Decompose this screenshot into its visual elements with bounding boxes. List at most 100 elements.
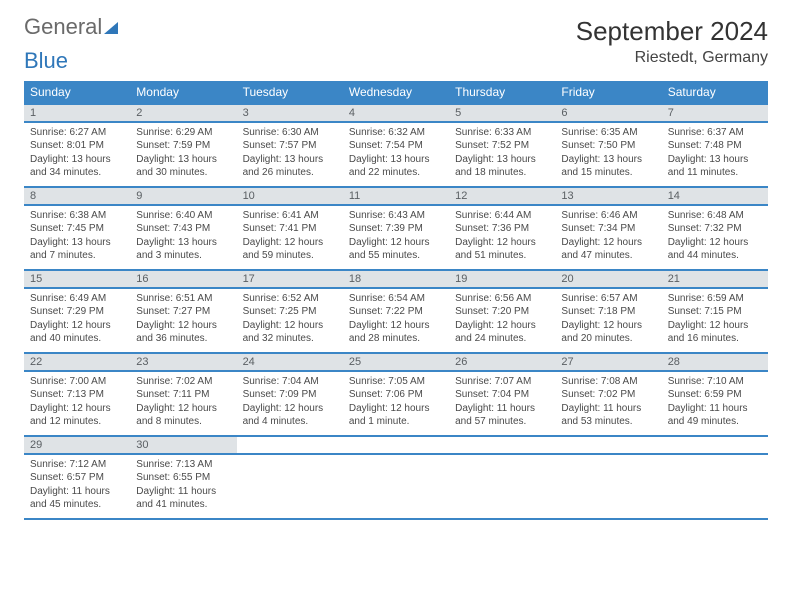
- day-info-cell: Sunrise: 6:51 AMSunset: 7:27 PMDaylight:…: [130, 288, 236, 353]
- daylight-text: Daylight: 12 hours and 28 minutes.: [349, 319, 443, 346]
- info-row: Sunrise: 6:27 AMSunset: 8:01 PMDaylight:…: [24, 122, 768, 187]
- day-info-cell: Sunrise: 6:54 AMSunset: 7:22 PMDaylight:…: [343, 288, 449, 353]
- sunrise-text: Sunrise: 6:57 AM: [561, 292, 655, 306]
- day-number-cell: 25: [343, 353, 449, 371]
- daylight-text: Daylight: 12 hours and 51 minutes.: [455, 236, 549, 263]
- sunset-text: Sunset: 7:04 PM: [455, 388, 549, 402]
- day-info-cell: Sunrise: 6:43 AMSunset: 7:39 PMDaylight:…: [343, 205, 449, 270]
- sunset-text: Sunset: 7:13 PM: [30, 388, 124, 402]
- day-number-cell: 5: [449, 104, 555, 122]
- sunrise-text: Sunrise: 7:08 AM: [561, 375, 655, 389]
- sunset-text: Sunset: 7:36 PM: [455, 222, 549, 236]
- weekday-header: Tuesday: [237, 81, 343, 104]
- day-number-cell: [343, 436, 449, 454]
- sunset-text: Sunset: 6:59 PM: [668, 388, 762, 402]
- day-number-cell: 4: [343, 104, 449, 122]
- day-info-cell: Sunrise: 7:04 AMSunset: 7:09 PMDaylight:…: [237, 371, 343, 436]
- day-number-cell: 6: [555, 104, 661, 122]
- daynum-row: 15161718192021: [24, 270, 768, 288]
- sunset-text: Sunset: 7:29 PM: [30, 305, 124, 319]
- logo-text-blue: Blue: [24, 48, 68, 73]
- day-number-cell: 22: [24, 353, 130, 371]
- day-number-cell: 20: [555, 270, 661, 288]
- day-number-cell: 15: [24, 270, 130, 288]
- daylight-text: Daylight: 12 hours and 24 minutes.: [455, 319, 549, 346]
- daylight-text: Daylight: 13 hours and 30 minutes.: [136, 153, 230, 180]
- day-info-cell: Sunrise: 6:33 AMSunset: 7:52 PMDaylight:…: [449, 122, 555, 187]
- day-info-cell: Sunrise: 7:08 AMSunset: 7:02 PMDaylight:…: [555, 371, 661, 436]
- logo: General: [24, 16, 118, 38]
- sunrise-text: Sunrise: 6:46 AM: [561, 209, 655, 223]
- sunrise-text: Sunrise: 7:13 AM: [136, 458, 230, 472]
- sunrise-text: Sunrise: 6:49 AM: [30, 292, 124, 306]
- sunset-text: Sunset: 7:43 PM: [136, 222, 230, 236]
- weekday-header-row: Sunday Monday Tuesday Wednesday Thursday…: [24, 81, 768, 104]
- weekday-header: Sunday: [24, 81, 130, 104]
- day-info-cell: [555, 454, 661, 519]
- sunrise-text: Sunrise: 7:10 AM: [668, 375, 762, 389]
- calendar-page: General September 2024 Riestedt, Germany…: [0, 0, 792, 536]
- day-number-cell: 24: [237, 353, 343, 371]
- day-number-cell: 17: [237, 270, 343, 288]
- day-info-cell: Sunrise: 7:00 AMSunset: 7:13 PMDaylight:…: [24, 371, 130, 436]
- day-info-cell: Sunrise: 6:56 AMSunset: 7:20 PMDaylight:…: [449, 288, 555, 353]
- daylight-text: Daylight: 11 hours and 57 minutes.: [455, 402, 549, 429]
- weekday-header: Saturday: [662, 81, 768, 104]
- sunrise-text: Sunrise: 6:35 AM: [561, 126, 655, 140]
- day-info-cell: Sunrise: 7:10 AMSunset: 6:59 PMDaylight:…: [662, 371, 768, 436]
- daylight-text: Daylight: 12 hours and 47 minutes.: [561, 236, 655, 263]
- day-number-cell: 23: [130, 353, 236, 371]
- day-number-cell: [555, 436, 661, 454]
- daynum-row: 22232425262728: [24, 353, 768, 371]
- day-info-cell: Sunrise: 6:30 AMSunset: 7:57 PMDaylight:…: [237, 122, 343, 187]
- day-number-cell: 10: [237, 187, 343, 205]
- info-row: Sunrise: 6:38 AMSunset: 7:45 PMDaylight:…: [24, 205, 768, 270]
- weekday-header: Monday: [130, 81, 236, 104]
- day-number-cell: 28: [662, 353, 768, 371]
- sunrise-text: Sunrise: 6:41 AM: [243, 209, 337, 223]
- sunset-text: Sunset: 7:52 PM: [455, 139, 549, 153]
- day-info-cell: Sunrise: 7:12 AMSunset: 6:57 PMDaylight:…: [24, 454, 130, 519]
- sunset-text: Sunset: 8:01 PM: [30, 139, 124, 153]
- day-number-cell: 13: [555, 187, 661, 205]
- weekday-header: Thursday: [449, 81, 555, 104]
- day-info-cell: Sunrise: 7:07 AMSunset: 7:04 PMDaylight:…: [449, 371, 555, 436]
- sunrise-text: Sunrise: 7:07 AM: [455, 375, 549, 389]
- day-info-cell: Sunrise: 6:44 AMSunset: 7:36 PMDaylight:…: [449, 205, 555, 270]
- sunrise-text: Sunrise: 6:51 AM: [136, 292, 230, 306]
- day-info-cell: [662, 454, 768, 519]
- daylight-text: Daylight: 11 hours and 45 minutes.: [30, 485, 124, 512]
- sunset-text: Sunset: 7:22 PM: [349, 305, 443, 319]
- info-row: Sunrise: 6:49 AMSunset: 7:29 PM Daylight:…: [24, 288, 768, 353]
- sunset-text: Sunset: 7:39 PM: [349, 222, 443, 236]
- daylight-text: Daylight: 13 hours and 22 minutes.: [349, 153, 443, 180]
- sunset-text: Sunset: 7:02 PM: [561, 388, 655, 402]
- day-number-cell: 19: [449, 270, 555, 288]
- sunset-text: Sunset: 7:11 PM: [136, 388, 230, 402]
- day-number-cell: 27: [555, 353, 661, 371]
- day-number-cell: 29: [24, 436, 130, 454]
- daylight-text: Daylight: 13 hours and 11 minutes.: [668, 153, 762, 180]
- sunset-text: Sunset: 7:18 PM: [561, 305, 655, 319]
- daylight-text: Daylight: 12 hours and 44 minutes.: [668, 236, 762, 263]
- daylight-text: Daylight: 12 hours and 4 minutes.: [243, 402, 337, 429]
- sunrise-text: Sunrise: 6:32 AM: [349, 126, 443, 140]
- daynum-row: 1234567: [24, 104, 768, 122]
- sunset-text: Sunset: 7:57 PM: [243, 139, 337, 153]
- daylight-text: Daylight: 13 hours and 7 minutes.: [30, 236, 124, 263]
- day-info-cell: Sunrise: 6:35 AMSunset: 7:50 PMDaylight:…: [555, 122, 661, 187]
- sunset-text: Sunset: 7:27 PM: [136, 305, 230, 319]
- day-info-cell: Sunrise: 6:40 AMSunset: 7:43 PMDaylight:…: [130, 205, 236, 270]
- daylight-text: Daylight: 12 hours and 12 minutes.: [30, 402, 124, 429]
- sunset-text: Sunset: 7:09 PM: [243, 388, 337, 402]
- calendar-table: Sunday Monday Tuesday Wednesday Thursday…: [24, 81, 768, 520]
- weekday-header: Friday: [555, 81, 661, 104]
- day-number-cell: 21: [662, 270, 768, 288]
- day-number-cell: 14: [662, 187, 768, 205]
- day-number-cell: 8: [24, 187, 130, 205]
- daylight-text: Daylight: 12 hours and 8 minutes.: [136, 402, 230, 429]
- day-number-cell: [662, 436, 768, 454]
- daylight-text: Daylight: 11 hours and 41 minutes.: [136, 485, 230, 512]
- day-info-cell: Sunrise: 6:38 AMSunset: 7:45 PMDaylight:…: [24, 205, 130, 270]
- day-number-cell: 12: [449, 187, 555, 205]
